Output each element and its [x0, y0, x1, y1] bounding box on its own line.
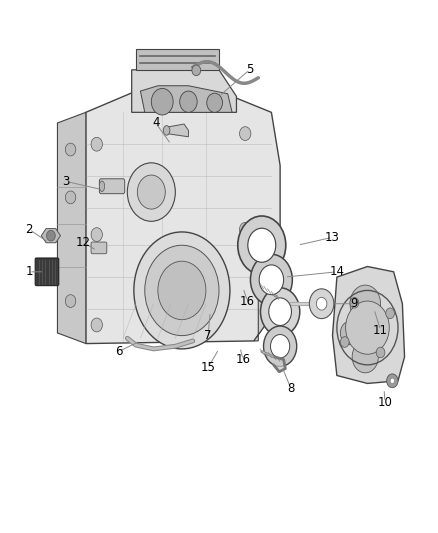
Circle shape [192, 65, 201, 76]
FancyBboxPatch shape [91, 242, 107, 254]
Ellipse shape [99, 181, 105, 191]
Circle shape [352, 341, 378, 373]
Polygon shape [332, 266, 405, 383]
Polygon shape [132, 70, 237, 112]
Text: 5: 5 [246, 63, 253, 76]
Circle shape [134, 232, 230, 349]
Circle shape [138, 175, 165, 209]
Circle shape [350, 285, 381, 322]
Text: 13: 13 [325, 231, 340, 244]
Circle shape [386, 308, 395, 319]
Circle shape [340, 321, 360, 345]
Circle shape [259, 265, 284, 295]
Polygon shape [136, 70, 219, 91]
Circle shape [91, 318, 102, 332]
Circle shape [316, 297, 327, 310]
Circle shape [387, 374, 398, 387]
Text: 14: 14 [329, 265, 344, 278]
Text: 16: 16 [240, 295, 255, 308]
Circle shape [340, 337, 349, 348]
FancyBboxPatch shape [35, 258, 59, 286]
Text: 8: 8 [287, 382, 295, 395]
Circle shape [240, 222, 251, 236]
FancyBboxPatch shape [99, 179, 125, 193]
Polygon shape [86, 91, 280, 344]
Polygon shape [274, 357, 286, 372]
Polygon shape [41, 229, 60, 243]
Circle shape [158, 261, 206, 320]
Circle shape [390, 378, 395, 383]
Circle shape [251, 254, 292, 305]
Circle shape [269, 298, 291, 326]
Circle shape [46, 230, 55, 241]
Circle shape [145, 245, 219, 336]
Circle shape [248, 228, 276, 262]
Polygon shape [57, 112, 86, 344]
Circle shape [271, 335, 290, 358]
Circle shape [366, 320, 388, 346]
Text: 9: 9 [350, 297, 358, 310]
Text: 6: 6 [115, 345, 122, 358]
Text: 4: 4 [152, 117, 159, 130]
Text: 10: 10 [378, 395, 392, 409]
Circle shape [350, 297, 359, 308]
Text: 12: 12 [76, 236, 91, 249]
Circle shape [264, 326, 297, 367]
Circle shape [207, 93, 223, 112]
Circle shape [151, 88, 173, 115]
Circle shape [240, 127, 251, 141]
Text: 15: 15 [201, 361, 215, 374]
Circle shape [65, 191, 76, 204]
Circle shape [346, 301, 389, 354]
Text: 7: 7 [205, 329, 212, 342]
Circle shape [91, 138, 102, 151]
Text: 2: 2 [25, 223, 33, 236]
Circle shape [261, 288, 300, 336]
Text: 16: 16 [236, 353, 251, 366]
Circle shape [65, 143, 76, 156]
Text: 3: 3 [63, 175, 70, 188]
Circle shape [127, 163, 175, 221]
Polygon shape [141, 86, 232, 112]
Circle shape [180, 91, 197, 112]
Circle shape [65, 295, 76, 308]
Circle shape [376, 347, 385, 358]
Circle shape [238, 216, 286, 274]
Ellipse shape [163, 126, 170, 135]
Circle shape [309, 289, 334, 319]
Text: 1: 1 [25, 265, 33, 278]
Polygon shape [166, 124, 188, 137]
Text: 11: 11 [373, 324, 388, 337]
Polygon shape [254, 235, 280, 341]
Circle shape [91, 228, 102, 241]
Polygon shape [136, 49, 219, 70]
